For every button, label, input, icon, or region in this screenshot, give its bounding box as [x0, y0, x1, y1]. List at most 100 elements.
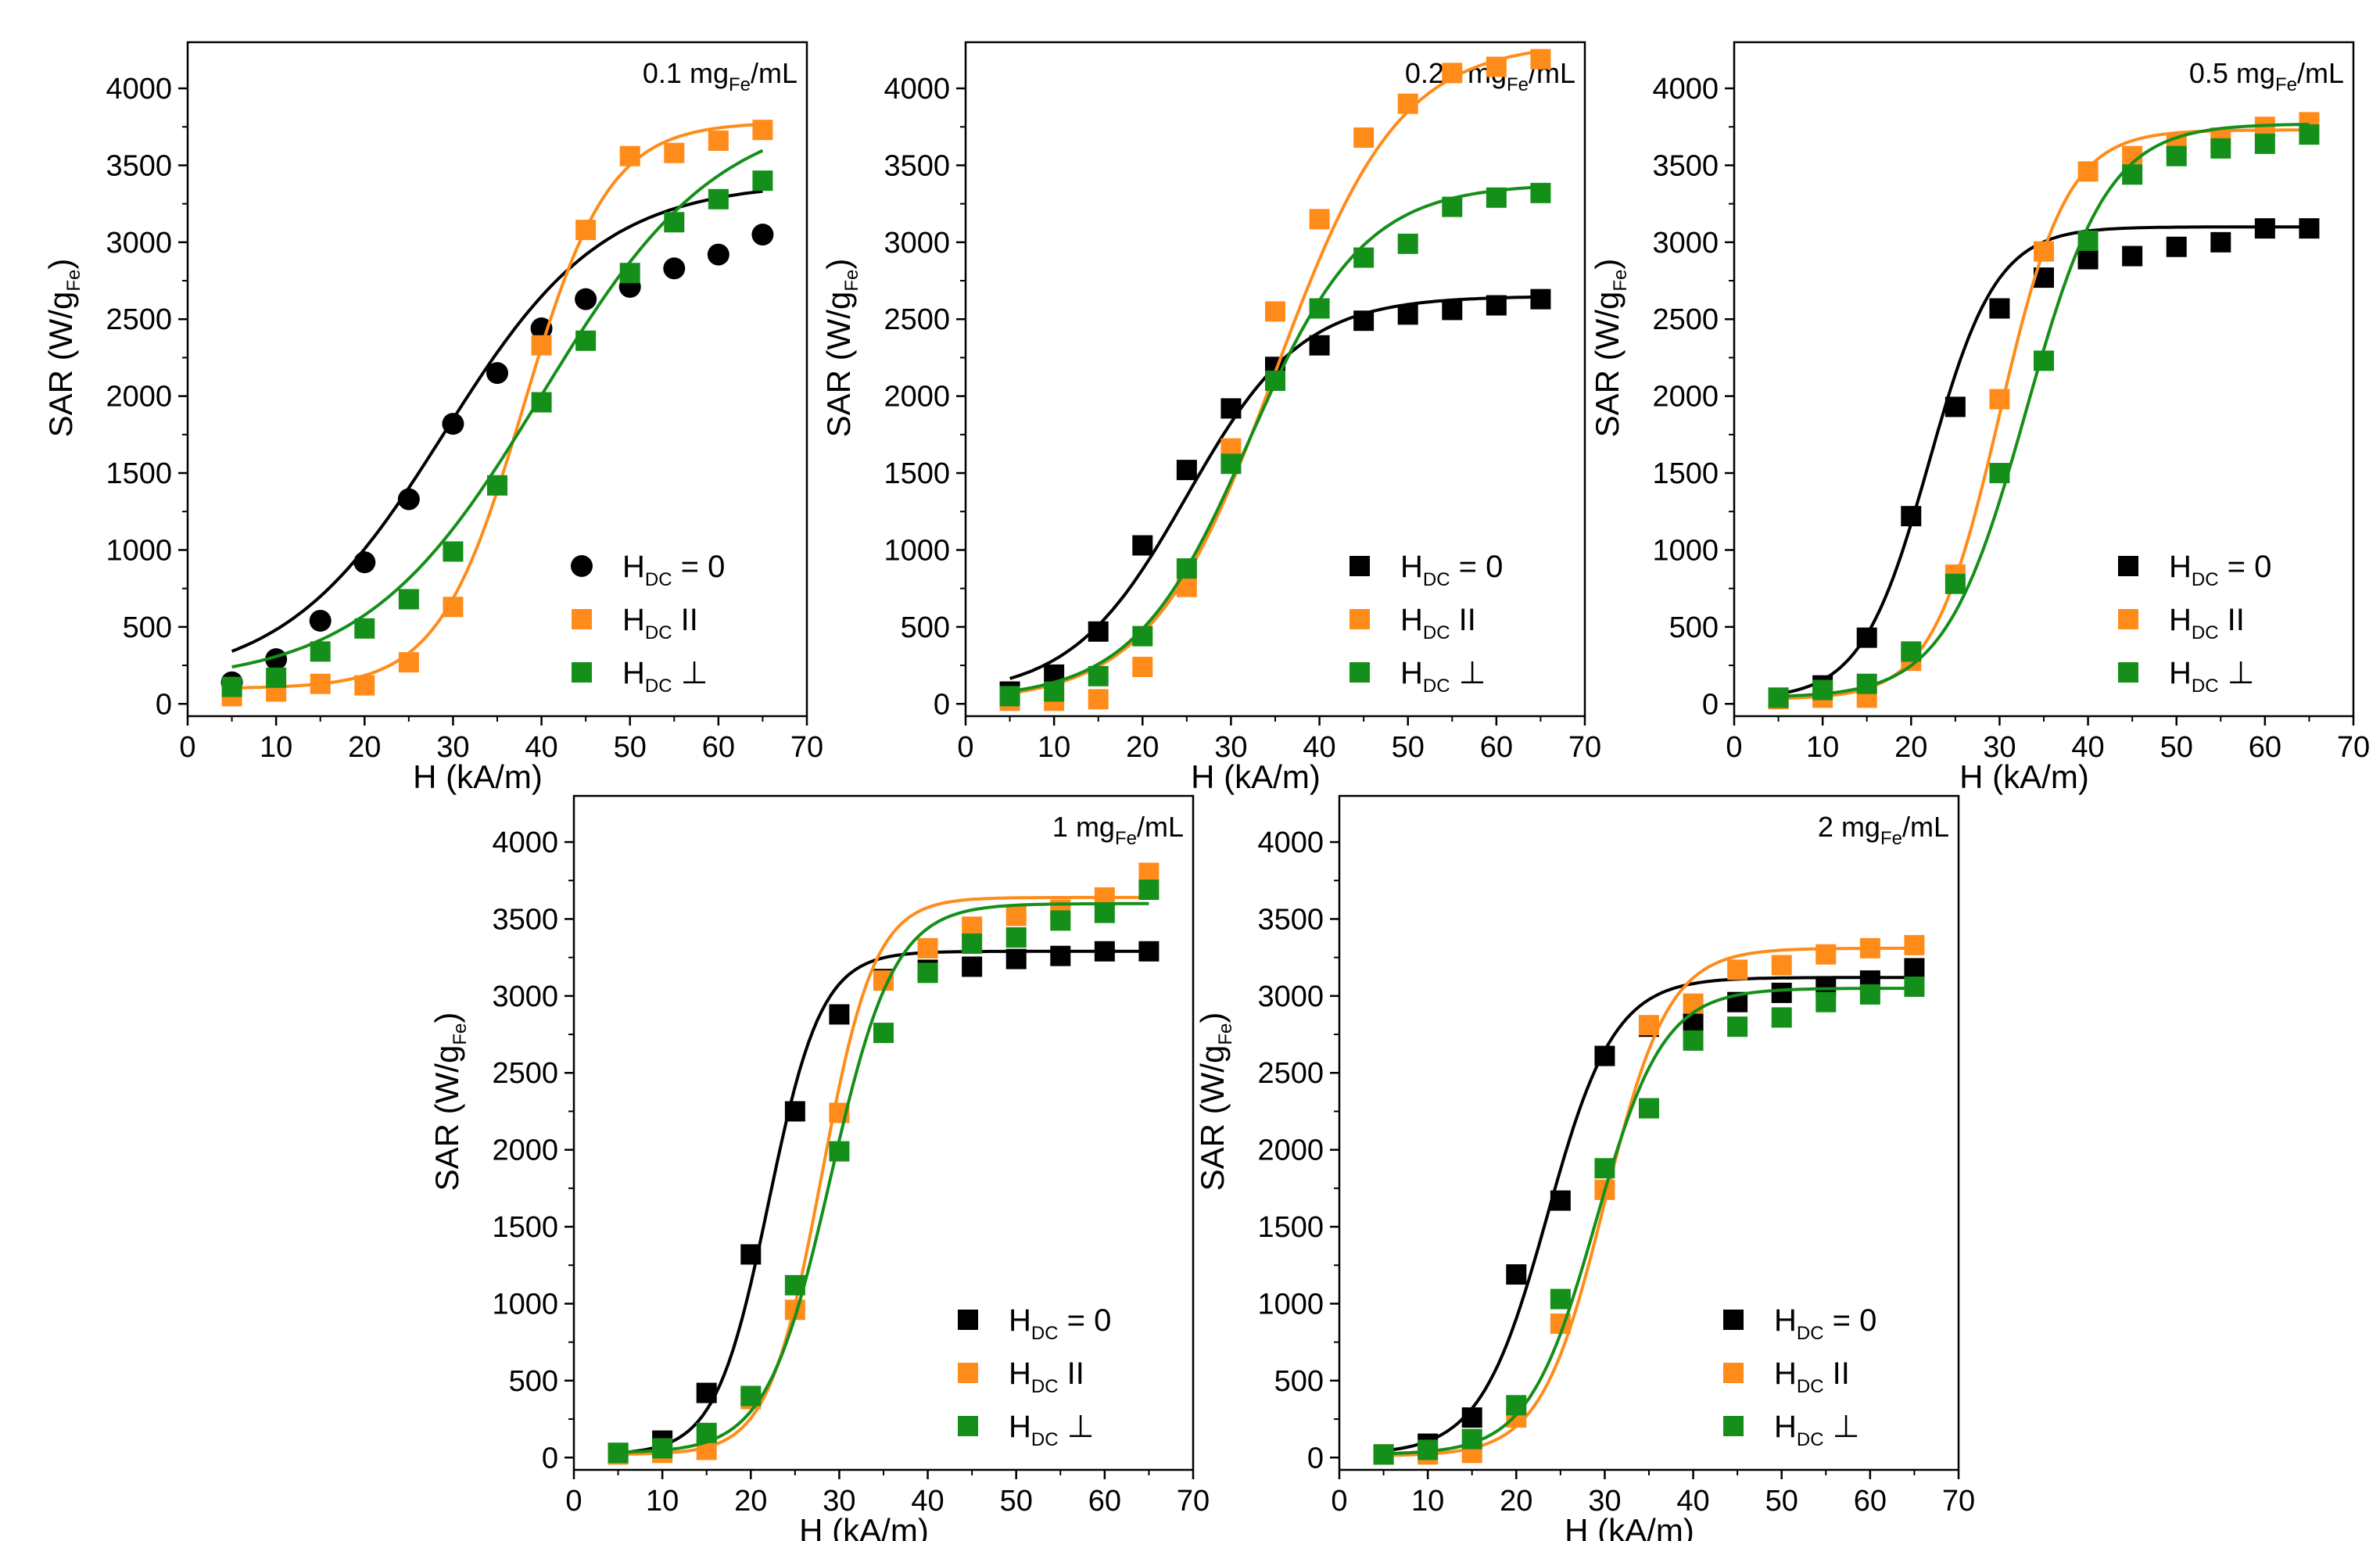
data-point [962, 933, 983, 954]
x-tick-label: 10 [646, 1485, 679, 1518]
data-point [1309, 209, 1330, 230]
plot-frame [1338, 794, 1960, 1471]
y-tick-label: 500 [1274, 1365, 1324, 1398]
y-tick-label: 2500 [884, 303, 950, 336]
data-point [1727, 959, 1748, 980]
data-point [2166, 236, 2187, 257]
data-point [2210, 231, 2231, 253]
data-point [1442, 299, 1463, 321]
x-tick-label: 20 [348, 731, 381, 764]
data-point [707, 243, 729, 266]
y-tick-label: 3000 [884, 227, 950, 260]
x-axis-title: H (kA/m) [413, 758, 543, 795]
data-point [2034, 241, 2054, 262]
y-tick-label: 2500 [1652, 303, 1719, 336]
data-point [917, 962, 938, 984]
legend-marker [1723, 1416, 1744, 1436]
data-point [1639, 1015, 1659, 1036]
x-tick-label: 70 [2337, 731, 2370, 764]
y-tick-label: 3500 [884, 149, 950, 182]
x-tick-label: 20 [1894, 731, 1927, 764]
data-point [619, 263, 640, 284]
data-point [619, 145, 640, 167]
legend-marker [1723, 1310, 1744, 1330]
legend-label: HDC ⊥ [1774, 1410, 1860, 1450]
data-point [696, 1422, 717, 1443]
data-point [397, 488, 420, 511]
data-point [1005, 905, 1027, 926]
data-point [266, 667, 287, 688]
legend-marker [1350, 556, 1370, 576]
data-point [1945, 396, 1966, 418]
x-tick-label: 0 [179, 731, 195, 764]
data-point [221, 676, 242, 697]
x-tick-label: 60 [1480, 731, 1513, 764]
data-point [354, 675, 375, 696]
data-point [1094, 902, 1115, 923]
y-tick-label: 3000 [1257, 980, 1324, 1013]
data-point [1812, 679, 1833, 701]
data-point [310, 673, 331, 694]
y-tick-label: 500 [1669, 611, 1719, 644]
data-point [1005, 948, 1027, 969]
data-point [2210, 138, 2231, 159]
y-tick-label: 2000 [106, 381, 172, 414]
data-point [1683, 993, 1704, 1014]
x-tick-label: 70 [790, 731, 823, 764]
x-tick-label: 10 [1806, 731, 1839, 764]
data-point [575, 288, 597, 310]
y-tick-label: 3500 [1257, 903, 1324, 936]
data-point [1138, 880, 1160, 901]
data-point [652, 1438, 673, 1459]
y-tick-label: 1500 [884, 457, 950, 490]
data-point [1461, 1428, 1482, 1450]
legend-label: HDC ⊥ [1009, 1410, 1095, 1450]
x-tick-label: 10 [1411, 1485, 1444, 1518]
data-point [1373, 1444, 1394, 1465]
y-tick-label: 1500 [106, 457, 172, 490]
data-point [1176, 460, 1197, 481]
x-tick-label: 40 [911, 1485, 944, 1518]
y-tick-label: 3500 [106, 149, 172, 182]
data-point [2077, 230, 2099, 251]
data-point [442, 413, 464, 435]
data-point [829, 1141, 850, 1162]
data-point [1859, 984, 1880, 1005]
legend-marker [1350, 662, 1370, 683]
data-point [608, 1442, 629, 1464]
data-point [1094, 941, 1115, 962]
y-tick-label: 3000 [492, 980, 558, 1013]
x-tick-label: 20 [734, 1485, 767, 1518]
data-point [1265, 370, 1285, 391]
data-point [1486, 295, 1507, 316]
data-point [1506, 1395, 1527, 1416]
x-tick-label: 10 [1038, 731, 1070, 764]
x-tick-label: 30 [436, 731, 469, 764]
data-point [1901, 506, 1922, 527]
y-tick-label: 2000 [492, 1134, 558, 1167]
legend-label: HDC = 0 [1774, 1303, 1876, 1344]
y-axis-title: SAR (W/gFe) [428, 1012, 471, 1192]
data-point [696, 1382, 717, 1403]
y-tick-label: 0 [1307, 1442, 1324, 1475]
legend-label: HDC = 0 [1009, 1303, 1111, 1344]
chart-panel-top-left: 0 10 20 30 40 50 60 70 0 500 1000 1500 2000 2500 3000 3… [42, 41, 823, 795]
y-tick-label: 4000 [106, 73, 172, 106]
data-point [664, 142, 685, 163]
data-point [1132, 657, 1153, 678]
x-axis-title: H (kA/m) [1191, 758, 1321, 795]
data-point [1088, 621, 1109, 642]
legend-marker [572, 662, 592, 683]
y-tick-label: 0 [156, 688, 172, 721]
data-point [398, 652, 419, 673]
data-point [1530, 48, 1551, 70]
legend-marker [572, 609, 592, 629]
x-tick-label: 60 [1088, 1485, 1121, 1518]
data-point [1220, 453, 1242, 475]
data-point [663, 257, 686, 280]
data-point [2254, 218, 2275, 239]
data-point [1088, 689, 1109, 710]
fit-curve-hdc-0 [231, 189, 763, 653]
data-point [531, 335, 552, 356]
x-tick-label: 20 [1126, 731, 1159, 764]
